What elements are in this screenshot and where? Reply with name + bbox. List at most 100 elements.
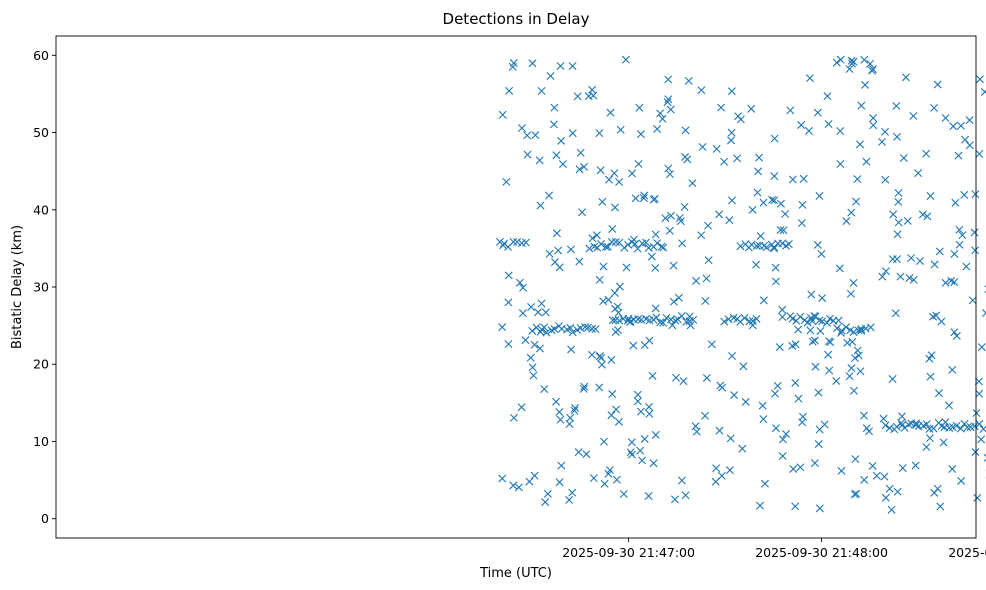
data-point [810,459,819,468]
data-point [806,313,815,322]
data-point [909,111,918,120]
data-point [797,219,806,228]
data-point [806,326,815,335]
data-point [930,260,939,269]
data-point [665,226,674,235]
data-point [915,257,924,265]
data-point [945,401,954,410]
data-point [679,377,688,386]
data-point [832,376,841,385]
data-point [619,489,628,498]
data-point [565,420,574,428]
data-point [665,170,674,179]
data-point [747,104,756,113]
data-point [848,337,857,346]
data-point [922,443,931,452]
data-point [853,175,862,184]
data-point [771,389,780,398]
data-point [837,326,846,335]
data-point [894,189,903,197]
data-point [888,375,897,383]
data-point [526,353,535,362]
data-point [814,440,823,449]
data-point [825,366,834,375]
data-point [712,464,721,473]
data-point [596,166,605,175]
data-point [598,197,607,206]
data-point [638,456,647,465]
data-point [707,340,716,349]
data-point [914,169,923,178]
data-point [634,315,643,324]
data-point [759,198,768,207]
data-point [893,255,902,264]
data-point [771,424,780,433]
data-point [881,493,890,502]
data-point [747,240,756,249]
data-point [725,466,734,475]
data-point [849,328,858,337]
data-point [815,504,824,513]
data-point [776,226,785,235]
data-point [614,417,623,426]
data-point [734,112,743,121]
data-point [681,491,690,500]
data-point [495,237,504,246]
data-point [726,434,735,443]
data-point [832,58,841,67]
data-point [813,108,822,117]
data-point [589,474,598,483]
data-point [575,257,584,266]
data-point [939,438,948,447]
data-point [935,247,944,256]
data-point [580,162,589,171]
data-point [778,452,787,461]
data-point [715,426,724,435]
x-axis: 2025-09-30 21:47:00 2025-09-30 21:48:00 20… [562,538,986,560]
data-point [878,272,887,281]
data-point [636,446,645,455]
data-point [824,350,833,359]
data-point [807,290,816,299]
data-point [517,124,526,133]
data-point [724,315,733,324]
data-point [934,389,943,398]
data-point [657,242,666,251]
data-point [518,309,527,318]
data-point [498,474,507,483]
data-point [604,469,613,478]
data-point [607,237,616,246]
data-point [778,313,787,321]
data-point [613,302,622,311]
data-point [640,191,649,200]
data-point [869,114,878,123]
data-point [644,491,653,500]
data-point [823,92,832,101]
data-point [862,157,871,166]
data-point [610,289,619,297]
data-point [636,130,645,139]
data-point [626,448,635,457]
data-point [521,238,530,247]
data-point [728,352,737,361]
data-point [958,231,967,240]
data-point [651,430,660,439]
data-point [868,461,877,470]
data-point [897,419,906,427]
data-point [859,411,868,420]
data-point [607,411,616,420]
data-point [692,427,701,436]
data-point [797,121,806,130]
data-point [847,208,856,217]
data-point [546,72,555,81]
data-point [851,455,860,464]
data-point [644,402,653,411]
data-point [702,373,711,382]
data-point [892,101,901,110]
y-axis: 0 10 20 30 40 50 60 [33,48,56,526]
data-point [570,406,579,415]
data-point [893,132,902,141]
data-point [555,478,564,487]
data-point [717,103,726,112]
data-point [640,434,649,443]
